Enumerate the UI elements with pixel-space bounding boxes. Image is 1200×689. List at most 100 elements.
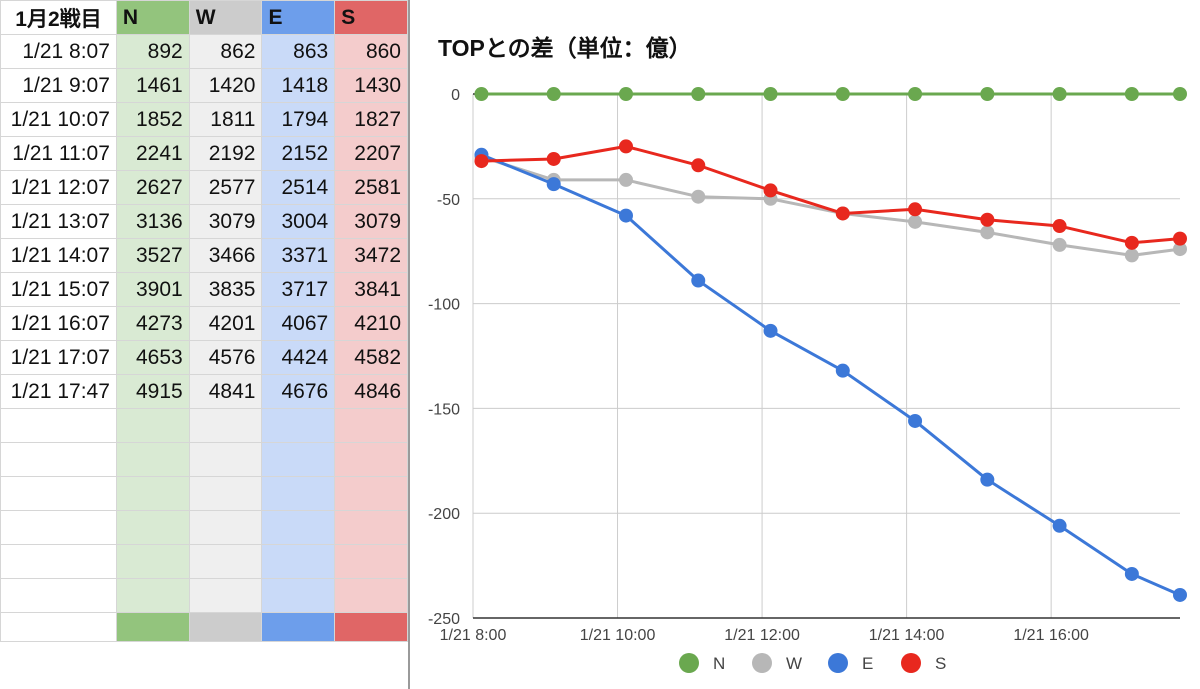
empty-cell[interactable]: [188, 442, 263, 477]
empty-cell[interactable]: [188, 510, 263, 545]
value-cell-w[interactable]: 3835: [188, 272, 263, 307]
data-table[interactable]: 1月2戦目 N W E S 1/21 8:07 892 862 863 860 1/21 9:07 1…: [0, 0, 408, 642]
time-cell[interactable]: 1/21 11:07: [0, 136, 117, 171]
empty-cell[interactable]: [0, 544, 117, 579]
empty-cell[interactable]: [261, 408, 336, 443]
value-cell-e[interactable]: 4676: [261, 374, 336, 409]
value-cell-n[interactable]: 4653: [115, 340, 190, 375]
column-header-n[interactable]: N: [115, 0, 190, 35]
empty-cell[interactable]: [0, 442, 117, 477]
value-cell-e[interactable]: 1418: [261, 68, 336, 103]
footer-cell[interactable]: [334, 612, 408, 642]
time-cell[interactable]: 1/21 14:07: [0, 238, 117, 273]
value-cell-s[interactable]: 3472: [334, 238, 408, 273]
empty-cell[interactable]: [261, 544, 336, 579]
value-cell-w[interactable]: 2192: [188, 136, 263, 171]
value-cell-e[interactable]: 1794: [261, 102, 336, 137]
empty-cell[interactable]: [188, 544, 263, 579]
spreadsheet[interactable]: 1月2戦目 N W E S 1/21 8:07 892 862 863 860 1/21 9:07 1…: [0, 0, 408, 689]
empty-cell[interactable]: [334, 476, 408, 511]
value-cell-e[interactable]: 4067: [261, 306, 336, 341]
empty-cell[interactable]: [188, 408, 263, 443]
table-row: 1/21 12:07 2627 2577 2514 2581: [0, 170, 408, 205]
value-cell-n[interactable]: 3901: [115, 272, 190, 307]
value-cell-s[interactable]: 1827: [334, 102, 408, 137]
empty-cell[interactable]: [115, 510, 190, 545]
footer-cell[interactable]: [0, 612, 117, 642]
value-cell-n[interactable]: 2241: [115, 136, 190, 171]
value-cell-e[interactable]: 4424: [261, 340, 336, 375]
legend-label-w: W: [786, 654, 802, 673]
value-cell-e[interactable]: 2152: [261, 136, 336, 171]
empty-cell[interactable]: [115, 578, 190, 613]
empty-cell[interactable]: [115, 476, 190, 511]
value-cell-w[interactable]: 3466: [188, 238, 263, 273]
time-cell[interactable]: 1/21 12:07: [0, 170, 117, 205]
empty-cell[interactable]: [334, 408, 408, 443]
empty-cell[interactable]: [334, 544, 408, 579]
value-cell-e[interactable]: 3004: [261, 204, 336, 239]
value-cell-s[interactable]: 4210: [334, 306, 408, 341]
empty-cell[interactable]: [261, 442, 336, 477]
value-cell-w[interactable]: 862: [188, 34, 263, 69]
value-cell-s[interactable]: 3079: [334, 204, 408, 239]
footer-cell[interactable]: [261, 612, 336, 642]
empty-cell[interactable]: [334, 578, 408, 613]
empty-cell[interactable]: [188, 476, 263, 511]
value-cell-n[interactable]: 4273: [115, 306, 190, 341]
value-cell-e[interactable]: 863: [261, 34, 336, 69]
value-cell-s[interactable]: 4582: [334, 340, 408, 375]
value-cell-w[interactable]: 3079: [188, 204, 263, 239]
footer-cell[interactable]: [188, 612, 263, 642]
value-cell-w[interactable]: 4201: [188, 306, 263, 341]
empty-cell[interactable]: [115, 544, 190, 579]
value-cell-e[interactable]: 3371: [261, 238, 336, 273]
value-cell-s[interactable]: 2581: [334, 170, 408, 205]
time-cell[interactable]: 1/21 9:07: [0, 68, 117, 103]
empty-cell[interactable]: [115, 408, 190, 443]
empty-cell[interactable]: [0, 510, 117, 545]
column-header-e[interactable]: E: [261, 0, 336, 35]
empty-cell[interactable]: [0, 476, 117, 511]
value-cell-w[interactable]: 4841: [188, 374, 263, 409]
empty-cell[interactable]: [115, 442, 190, 477]
time-cell[interactable]: 1/21 13:07: [0, 204, 117, 239]
column-header-w[interactable]: W: [188, 0, 263, 35]
value-cell-s[interactable]: 1430: [334, 68, 408, 103]
time-cell[interactable]: 1/21 15:07: [0, 272, 117, 307]
value-cell-s[interactable]: 3841: [334, 272, 408, 307]
value-cell-e[interactable]: 2514: [261, 170, 336, 205]
value-cell-n[interactable]: 3527: [115, 238, 190, 273]
value-cell-s[interactable]: 2207: [334, 136, 408, 171]
time-cell[interactable]: 1/21 17:47: [0, 374, 117, 409]
time-cell[interactable]: 1/21 10:07: [0, 102, 117, 137]
value-cell-n[interactable]: 3136: [115, 204, 190, 239]
sheet-title-cell[interactable]: 1月2戦目: [0, 0, 117, 35]
column-header-s[interactable]: S: [334, 0, 408, 35]
value-cell-s[interactable]: 4846: [334, 374, 408, 409]
empty-cell[interactable]: [0, 408, 117, 443]
time-cell[interactable]: 1/21 16:07: [0, 306, 117, 341]
value-cell-n[interactable]: 892: [115, 34, 190, 69]
value-cell-w[interactable]: 1811: [188, 102, 263, 137]
value-cell-w[interactable]: 4576: [188, 340, 263, 375]
value-cell-e[interactable]: 3717: [261, 272, 336, 307]
value-cell-n[interactable]: 1852: [115, 102, 190, 137]
value-cell-n[interactable]: 2627: [115, 170, 190, 205]
empty-cell[interactable]: [334, 510, 408, 545]
empty-cell[interactable]: [261, 578, 336, 613]
empty-cell[interactable]: [261, 476, 336, 511]
empty-cell[interactable]: [261, 510, 336, 545]
value-cell-n[interactable]: 4915: [115, 374, 190, 409]
value-cell-s[interactable]: 860: [334, 34, 408, 69]
value-cell-n[interactable]: 1461: [115, 68, 190, 103]
footer-cell[interactable]: [115, 612, 190, 642]
time-cell[interactable]: 1/21 17:07: [0, 340, 117, 375]
value-cell-w[interactable]: 2577: [188, 170, 263, 205]
empty-cell[interactable]: [0, 578, 117, 613]
pane-divider[interactable]: [408, 0, 410, 689]
time-cell[interactable]: 1/21 8:07: [0, 34, 117, 69]
value-cell-w[interactable]: 1420: [188, 68, 263, 103]
empty-cell[interactable]: [188, 578, 263, 613]
empty-cell[interactable]: [334, 442, 408, 477]
